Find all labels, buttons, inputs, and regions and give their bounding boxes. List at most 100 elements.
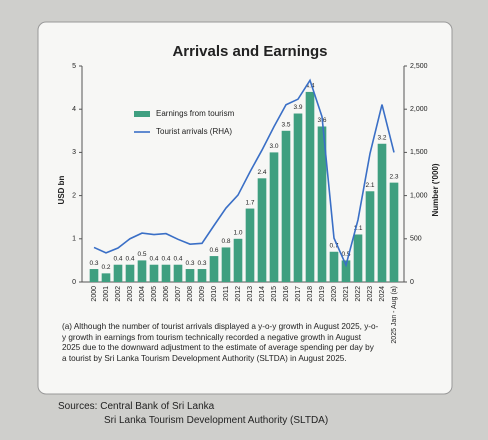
data-label: 0.3: [89, 260, 98, 267]
data-label: 1.7: [245, 199, 254, 206]
y-tick-label: 2: [72, 192, 76, 199]
y2-tick-label: 0: [410, 279, 414, 286]
y-tick-label: 3: [72, 149, 76, 156]
x-tick-label: 2010: [211, 286, 218, 302]
y-axis-label: USD bn: [57, 175, 66, 204]
x-tick-label: 2019: [319, 286, 326, 302]
bar: [245, 208, 255, 282]
data-label: 4.4: [305, 83, 314, 90]
data-label: 0.6: [209, 247, 218, 254]
data-label: 0.8: [221, 238, 230, 245]
bar: [341, 260, 351, 282]
bar: [197, 269, 207, 282]
data-label: 1.0: [233, 230, 242, 237]
y2-tick-label: 1,500: [410, 149, 428, 156]
line: [93, 78, 395, 268]
bar: [149, 264, 159, 282]
data-label: 3.2: [377, 134, 386, 141]
bar: [113, 264, 123, 282]
x-tick-label: 2007: [175, 286, 182, 302]
x-tick-label: 2005: [151, 286, 158, 302]
x-tick-label: 2020: [331, 286, 338, 302]
legend-swatch: [134, 111, 150, 117]
x-tick-label: 2024: [379, 286, 386, 302]
footnote: (a) Although the number of tourist arriv…: [62, 322, 379, 363]
data-label: 0.3: [197, 260, 206, 267]
data-label: 0.3: [185, 260, 194, 267]
bar: [89, 269, 99, 282]
bar: [305, 91, 315, 282]
x-tick-label: 2002: [115, 286, 122, 302]
data-label: 0.4: [125, 255, 134, 262]
bar: [389, 182, 399, 282]
bar: [173, 264, 183, 282]
data-label: 2.3: [389, 173, 398, 180]
data-label: 0.7: [329, 242, 338, 249]
x-tick-label: 2000: [91, 286, 98, 302]
x-tick-label: 2008: [187, 286, 194, 302]
bar: [233, 238, 243, 282]
y2-axis-label: Number ('000): [431, 163, 440, 216]
x-tick-label: 2021: [343, 286, 350, 302]
source-line: Sri Lanka Tourism Development Authority …: [104, 415, 329, 426]
bar: [281, 130, 291, 282]
x-tick-label: 2004: [139, 286, 146, 302]
x-tick-label: 2015: [271, 286, 278, 302]
data-label: 0.5: [137, 251, 146, 258]
bar: [137, 260, 147, 282]
x-tick-label: 2017: [295, 286, 302, 302]
x-tick-label: 2003: [127, 286, 134, 302]
y2-tick-label: 2,500: [410, 63, 428, 70]
x-tick-label: 2006: [163, 286, 170, 302]
bar: [269, 152, 279, 282]
bar: [209, 256, 219, 282]
data-label: 2.4: [257, 169, 266, 176]
bar: [185, 269, 195, 282]
x-tick-label: 2025 Jan - Aug (a): [391, 286, 398, 344]
bar: [293, 113, 303, 283]
data-label: 2.1: [365, 182, 374, 189]
data-label: 0.4: [161, 255, 170, 262]
x-tick-label: 2011: [223, 286, 230, 301]
bar: [257, 178, 267, 282]
chart-title: Arrivals and Earnings: [172, 43, 327, 60]
bar: [353, 234, 363, 282]
data-label: 0.5: [341, 251, 350, 258]
x-tick-label: 2001: [103, 286, 110, 302]
bar: [317, 126, 327, 282]
x-tick-label: 2012: [235, 286, 242, 302]
bar: [329, 251, 339, 282]
bar: [365, 191, 375, 282]
legend-label: Earnings from tourism: [156, 109, 235, 118]
data-label: 3.9: [293, 104, 302, 111]
x-tick-label: 2009: [199, 286, 206, 302]
bar: [221, 247, 231, 282]
legend-label: Tourist arrivals (RHA): [156, 127, 232, 136]
bar: [125, 264, 135, 282]
y2-tick-label: 500: [410, 236, 422, 243]
data-label: 3.0: [269, 143, 278, 150]
x-tick-label: 2022: [355, 286, 362, 302]
y2-tick-label: 1,000: [410, 192, 428, 199]
y-tick-label: 4: [72, 106, 76, 113]
bar: [161, 264, 171, 282]
x-tick-label: 2013: [247, 286, 254, 302]
y-tick-label: 0: [72, 279, 76, 286]
y2-tick-label: 2,000: [410, 106, 428, 113]
data-label: 0.2: [101, 264, 110, 271]
data-label: 0.4: [113, 255, 122, 262]
y-tick-label: 1: [72, 236, 76, 243]
x-tick-label: 2014: [259, 286, 266, 302]
data-label: 1.1: [353, 225, 362, 232]
bar: [101, 273, 111, 282]
source-line: Sources: Central Bank of Sri Lanka: [58, 401, 215, 412]
x-tick-label: 2018: [307, 286, 314, 302]
x-tick-label: 2023: [367, 286, 374, 302]
y-tick-label: 5: [72, 63, 76, 70]
data-label: 0.4: [149, 255, 158, 262]
sources: Sources: Central Bank of Sri Lanka Sri L…: [58, 400, 328, 428]
x-tick-label: 2016: [283, 286, 290, 302]
bar: [377, 143, 387, 282]
